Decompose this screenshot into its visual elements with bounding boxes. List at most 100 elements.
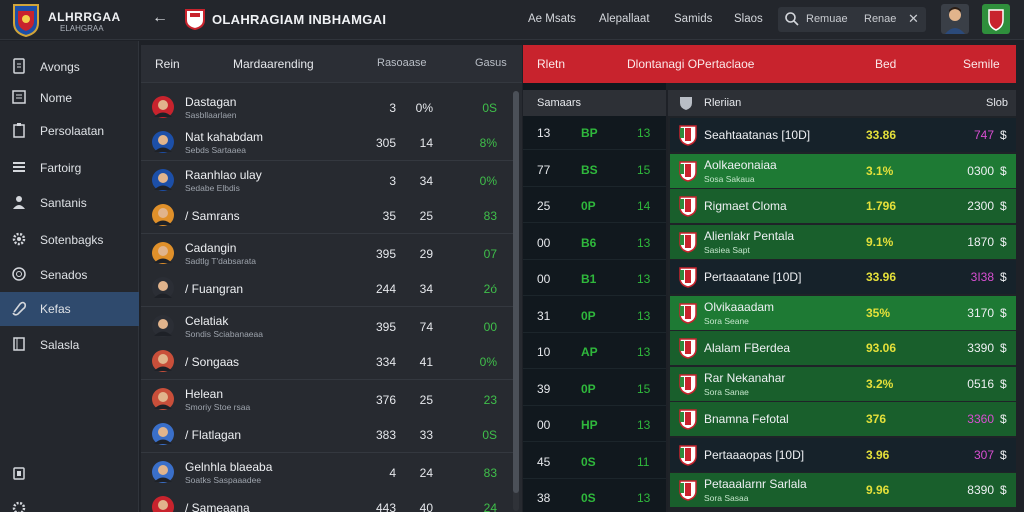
club-crest-icon[interactable] <box>12 3 40 37</box>
team-row[interactable]: Rar Nekanahar Sora Sanae 3.2% 0516 $ <box>670 366 1016 401</box>
player-stat-1: 35 <box>382 209 396 223</box>
player-row[interactable]: / Songaas 334 41 0% <box>141 345 513 378</box>
stat-b: AP <box>581 345 598 359</box>
stat-row[interactable]: 31 0P 13 <box>523 300 666 333</box>
player-row[interactable]: Celatiak Sondis Sciabanaeaa 395 74 00 <box>141 310 513 343</box>
search-scope[interactable]: Renae <box>864 13 897 25</box>
team-row[interactable]: Bnamna Fefotal 376 3360 $ <box>670 402 1016 436</box>
team-row[interactable]: Alienlakr Pentala Sasiea Sapt 9.1% 1870 $ <box>670 224 1016 259</box>
col-header-name[interactable]: Rein <box>155 57 180 71</box>
player-stat-3: 83 <box>483 209 497 223</box>
player-row[interactable]: Cadangin Sadtlg T'dabsarata 395 29 07 <box>141 237 513 270</box>
stat-row[interactable]: 39 0P 15 <box>523 373 666 406</box>
player-row[interactable]: Raanhlao ulay Sedabe Elbdis 3 34 0% <box>141 164 513 197</box>
team-row[interactable]: Petaaalarnr Sarlala Sora Sasaa 9.96 8390 $ <box>670 473 1016 507</box>
sidebar-item-fartoirg[interactable]: Fartoirg <box>0 151 139 185</box>
sidebar-item-avongs[interactable]: Avongs <box>0 50 139 84</box>
nav-link-1[interactable]: Ae Msats <box>528 13 576 25</box>
player-row[interactable]: Dastagan Sasbllaarlaen 3 0% 0S <box>141 91 513 124</box>
player-row[interactable]: / Flatlagan 383 33 0S <box>141 418 513 451</box>
team-list-size: Slob <box>986 97 1009 109</box>
right-header-c[interactable]: Bed <box>875 57 897 71</box>
team-percentage: 3.2% <box>866 376 894 391</box>
sidebar-item-santanis[interactable]: Santanis <box>0 186 139 220</box>
stat-c: 13 <box>637 126 651 140</box>
player-stat-1: 443 <box>375 501 396 512</box>
sidebar-item-nome[interactable]: Nome <box>0 81 139 115</box>
player-stat-2: 25 <box>419 393 433 407</box>
stat-row[interactable]: 10 AP 13 <box>523 336 666 369</box>
player-name: / Songaas <box>185 355 240 369</box>
team-detail: Sasiea Sapt <box>704 244 750 255</box>
stat-b: 0P <box>581 199 596 213</box>
player-row[interactable]: / Fuangran 244 34 2ó <box>141 272 513 305</box>
currency-symbol: $ <box>1000 234 1007 249</box>
team-row[interactable]: Aolkaeonaiaa Sosa Sakaua 3.1% 0300 $ <box>670 153 1016 188</box>
nav-link-4[interactable]: Slaos <box>734 13 763 25</box>
scrollbar-thumb[interactable] <box>513 91 519 493</box>
stat-b: BS <box>581 162 598 177</box>
search-box[interactable]: Remuae Renae ✕ <box>778 7 926 32</box>
player-row[interactable]: / Samrans 35 25 83 <box>141 199 513 232</box>
sidebar-item-sotenbagks[interactable]: Sotenbagks <box>0 223 139 257</box>
sidebar-item-label: Senados <box>40 268 88 282</box>
stat-row[interactable]: 13 BP 13 <box>523 117 666 150</box>
team-row[interactable]: Pertaaaopas [10D] 3.96 307 $ <box>670 437 1016 472</box>
player-row[interactable]: Nat kahabdam Sebds Sartaaea 305 14 8% <box>141 126 513 159</box>
app-title: ALHRRGAA <box>48 10 121 24</box>
team-row[interactable]: Rigmaet Cloma 1.796 2300 $ <box>670 189 1016 223</box>
team-crest-icon <box>679 160 697 182</box>
player-stat-3: 0% <box>479 355 497 369</box>
sidebar-item-kefas[interactable]: Kefas <box>0 292 139 326</box>
team-detail: Sora Seane <box>704 315 749 326</box>
stat-row[interactable]: 00 B6 13 <box>523 227 666 260</box>
team-row[interactable]: Seahtaatanas [10D] 33.86 747 $ <box>670 118 1016 152</box>
document-icon <box>12 90 26 104</box>
team-name: Pertaaaopas [10D] <box>704 447 805 462</box>
sidebar-item-salasla[interactable]: Salasla <box>0 328 139 362</box>
team-row[interactable]: Alalam FBerdea 93.06 3390 $ <box>670 331 1016 365</box>
player-row[interactable]: Helean Smoriy Stoe rsaa 376 25 23 <box>141 383 513 416</box>
player-stat-2: 34 <box>419 174 433 188</box>
stat-row[interactable]: 45 0S 11 <box>523 446 666 479</box>
sidebar-item-persolaatan[interactable]: Persolaatan <box>0 114 139 148</box>
settings-icon[interactable] <box>11 500 27 512</box>
team-row[interactable]: Pertaaatane [10D] 33.96 3I38 $ <box>670 260 1016 294</box>
right-header-a[interactable]: Rletn <box>537 57 566 71</box>
player-avatar <box>152 131 174 153</box>
search-input[interactable]: Remuae <box>806 13 848 25</box>
stat-row[interactable]: 77 BS 15 <box>523 154 666 187</box>
player-stat-3: 0S <box>482 428 497 442</box>
col-header-c2[interactable]: Gasus <box>475 57 507 69</box>
clear-search-icon[interactable]: ✕ <box>908 11 919 26</box>
app-subtitle: ELAHGRAA <box>60 24 104 33</box>
col-header-role[interactable]: Mardaarending <box>233 57 314 71</box>
player-row[interactable]: Gelnhla blaeaba Soatks Saspaaadee 4 24 83 <box>141 456 513 489</box>
club-shield-icon[interactable] <box>982 4 1010 34</box>
book-icon <box>13 337 25 351</box>
back-arrow-icon[interactable]: ← <box>152 9 168 26</box>
stat-c: 13 <box>637 272 651 286</box>
nav-link-3[interactable]: Samids <box>674 13 713 25</box>
team-row[interactable]: Olvikaaadam Sora Seane 35% 3170 $ <box>670 295 1016 330</box>
team-percentage: 376 <box>866 412 887 426</box>
team-name: Seahtaatanas [10D] <box>704 128 811 142</box>
sidebar-item-senados[interactable]: Senados <box>0 258 139 292</box>
right-header-d[interactable]: Semile <box>963 57 1000 71</box>
stat-row[interactable]: 25 0P 14 <box>523 190 666 223</box>
stat-row[interactable]: 38 0S 13 <box>523 482 666 512</box>
player-list-scrollbar[interactable] <box>513 91 519 511</box>
stat-row[interactable]: 00 HP 13 <box>523 409 666 442</box>
nav-link-2[interactable]: Alepallaat <box>599 13 650 25</box>
manager-avatar[interactable] <box>941 4 969 34</box>
stat-row[interactable]: 00 B1 13 <box>523 263 666 296</box>
sidebar: Avongs Nome Persolaatan Fartoirg Santani… <box>0 41 139 512</box>
col-header-c1[interactable]: Rasoaase <box>377 57 427 69</box>
right-header-b[interactable]: Dlontanagi OPertaclaoe <box>627 57 755 71</box>
player-row[interactable]: / Sameaana 443 40 24 <box>141 491 513 512</box>
team-percentage: 3.1% <box>866 163 894 178</box>
stat-a: 45 <box>537 454 551 469</box>
currency-symbol: $ <box>1000 199 1007 213</box>
team-name: Olvikaaadam <box>704 299 775 314</box>
trophy-icon[interactable] <box>11 465 27 481</box>
